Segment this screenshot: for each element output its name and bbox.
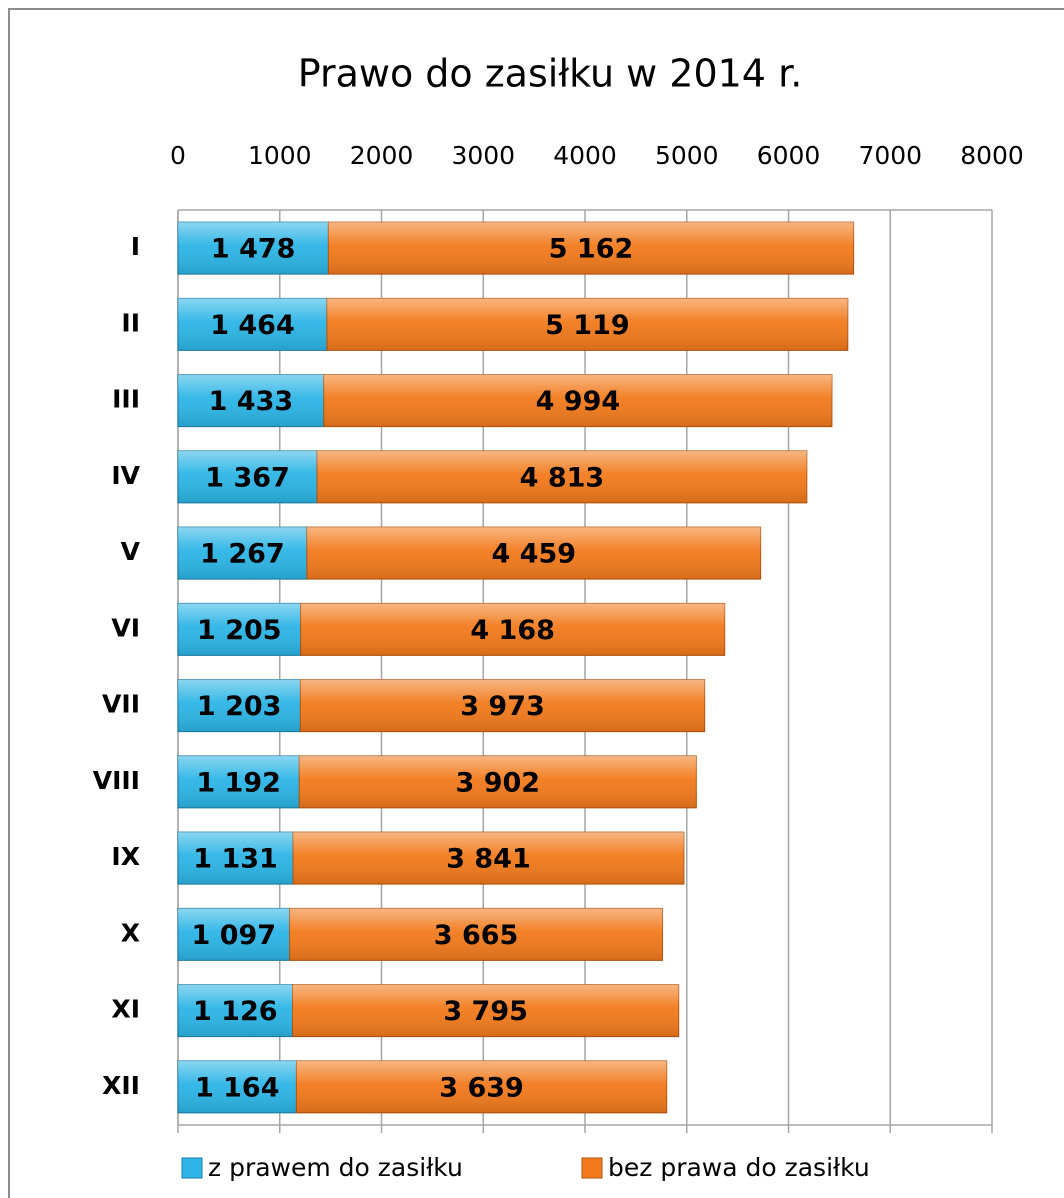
data-label: 3 841 <box>446 844 531 875</box>
bar-shine <box>178 984 293 1037</box>
y-tick-label: IV <box>111 461 140 490</box>
x-tick-label: 0 <box>170 141 186 170</box>
data-label: 1 164 <box>195 1072 280 1103</box>
bar-shine <box>178 908 290 961</box>
data-label: 1 433 <box>209 386 294 417</box>
x-tick-label: 7000 <box>858 141 922 170</box>
bar-shine <box>178 679 301 732</box>
x-tick-label: 5000 <box>655 141 719 170</box>
data-label: 1 464 <box>210 310 295 341</box>
data-label: 3 665 <box>434 920 519 951</box>
bar-shine <box>293 832 684 885</box>
data-label: 3 639 <box>439 1072 524 1103</box>
bar-shine <box>178 374 324 427</box>
bar-shine <box>178 222 329 275</box>
y-tick-label: XI <box>111 995 140 1024</box>
data-label: 1 205 <box>197 615 282 646</box>
legend-label: bez prawa do zasiłku <box>608 1153 870 1182</box>
data-label: 5 119 <box>545 310 630 341</box>
data-label: 1 367 <box>205 462 290 493</box>
data-label: 4 459 <box>491 539 576 570</box>
bar-shine <box>299 755 697 808</box>
bar-shine <box>326 298 848 351</box>
y-tick-label: VII <box>102 690 140 719</box>
bar-shine <box>328 222 854 275</box>
y-tick-label: X <box>121 918 140 947</box>
x-tick-label: 1000 <box>248 141 312 170</box>
bar-shine <box>178 527 307 580</box>
bar-shine <box>289 908 663 961</box>
x-tick-label: 3000 <box>451 141 515 170</box>
bar-shine <box>178 1060 297 1113</box>
bar-shine <box>306 527 761 580</box>
data-label: 1 131 <box>193 844 278 875</box>
data-label: 5 162 <box>549 234 634 265</box>
bar-shine <box>178 450 318 503</box>
legend-swatch <box>581 1157 603 1179</box>
frame <box>8 8 1064 1198</box>
bar-shine <box>323 374 832 427</box>
bar-shine <box>317 450 807 503</box>
data-label: 3 902 <box>456 767 541 798</box>
data-label: 1 478 <box>211 234 296 265</box>
data-label: 4 813 <box>520 462 605 493</box>
bar-shine <box>178 755 300 808</box>
bar-shine <box>178 832 294 885</box>
x-tick-label: 4000 <box>553 141 617 170</box>
y-tick-label: I <box>131 232 140 261</box>
bar-shine <box>178 298 327 351</box>
legend-swatch <box>181 1157 203 1179</box>
data-label: 4 168 <box>470 615 555 646</box>
bar-shine <box>300 679 705 732</box>
bar-shine <box>300 603 725 656</box>
legend-label: z prawem do zasiłku <box>208 1153 463 1182</box>
x-tick-label: 2000 <box>350 141 414 170</box>
y-tick-label: VIII <box>93 766 140 795</box>
data-label: 1 097 <box>192 920 277 951</box>
data-label: 1 192 <box>196 767 281 798</box>
data-label: 1 203 <box>197 691 282 722</box>
y-tick-label: III <box>112 385 140 414</box>
y-tick-label: VI <box>111 613 140 642</box>
data-label: 4 994 <box>536 386 621 417</box>
y-tick-label: II <box>121 308 140 337</box>
data-label: 1 267 <box>200 539 285 570</box>
chart-title: Prawo do zasiłku w 2014 r. <box>298 52 803 96</box>
bar-shine <box>178 603 301 656</box>
y-tick-label: V <box>121 537 141 566</box>
x-tick-label: 8000 <box>960 141 1024 170</box>
data-label: 1 126 <box>193 996 278 1027</box>
bar-shine <box>296 1060 667 1113</box>
y-tick-label: IX <box>111 842 140 871</box>
data-label: 3 973 <box>460 691 545 722</box>
y-tick-label: XII <box>102 1071 140 1100</box>
bar-shine <box>292 984 679 1037</box>
x-tick-label: 6000 <box>757 141 821 170</box>
data-label: 3 795 <box>443 996 528 1027</box>
